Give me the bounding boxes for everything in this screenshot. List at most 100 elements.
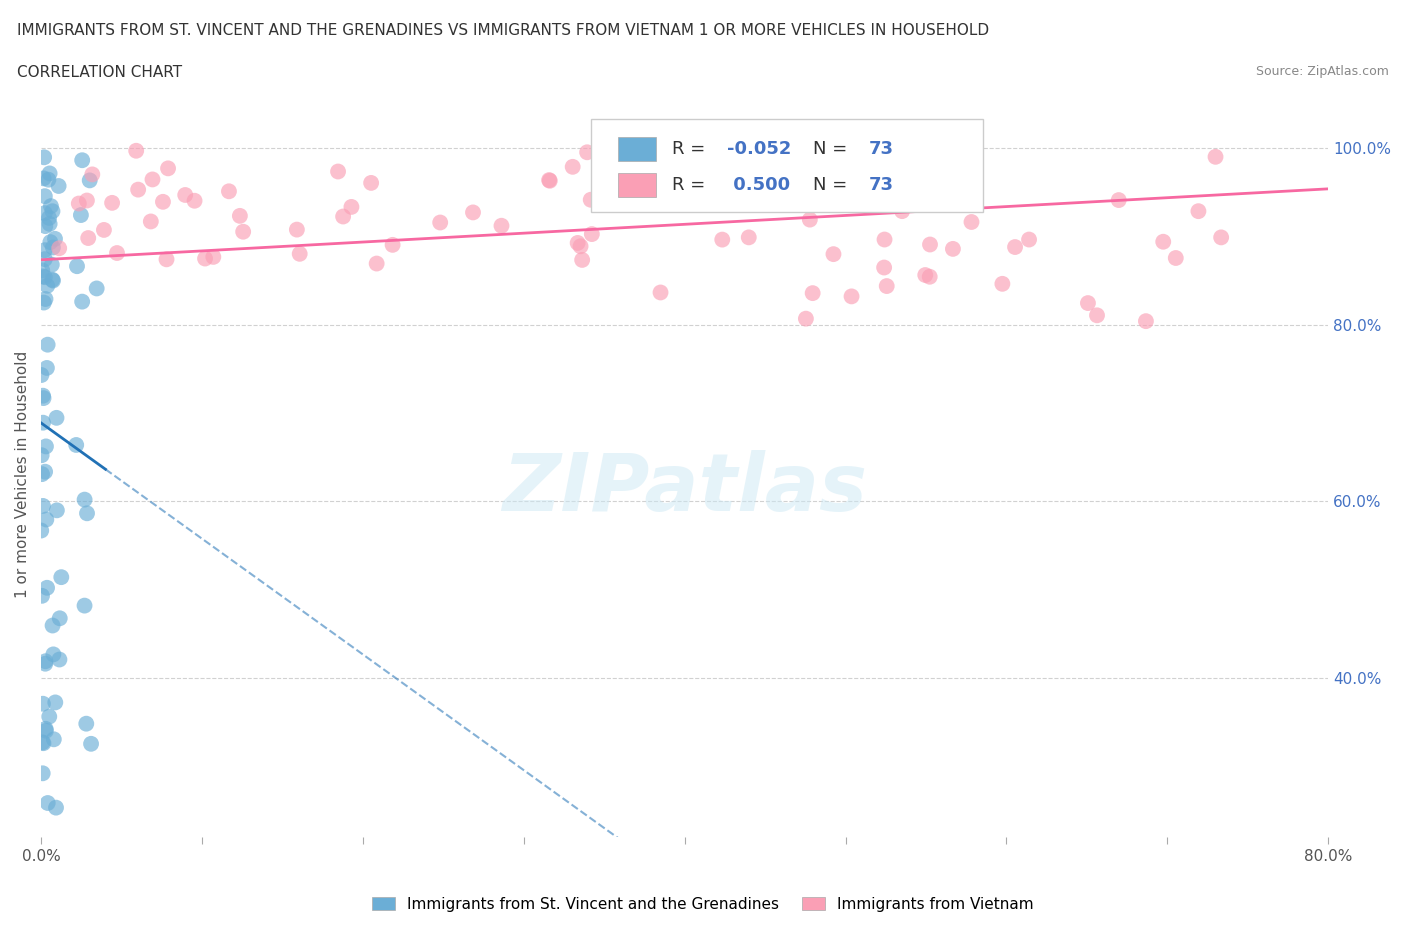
Point — [93, 222, 115, 237]
Point — [340, 199, 363, 214]
Point — [288, 246, 311, 261]
Point — [37, 172, 59, 187]
Point — [914, 268, 936, 283]
Point — [70, 153, 93, 167]
Point — [1164, 250, 1187, 265]
Point — [79, 173, 101, 188]
Point — [561, 159, 583, 174]
Point — [44, 232, 66, 246]
Text: N =: N = — [813, 177, 853, 194]
Point — [42, 647, 65, 662]
Point — [202, 249, 225, 264]
Point — [960, 215, 983, 230]
Point — [32, 150, 55, 165]
Point — [30, 523, 52, 538]
Point — [32, 391, 55, 405]
Point — [31, 447, 53, 462]
Point — [44, 695, 66, 710]
Point — [32, 498, 55, 513]
Text: CORRELATION CHART: CORRELATION CHART — [17, 65, 181, 80]
Point — [139, 214, 162, 229]
Point — [32, 416, 55, 431]
Point — [1211, 230, 1233, 245]
Point — [76, 193, 98, 208]
Point — [42, 273, 65, 288]
Point — [794, 312, 817, 326]
Point — [360, 176, 382, 191]
Point — [38, 710, 60, 724]
Point — [70, 207, 93, 222]
Point — [1018, 232, 1040, 247]
Point — [34, 252, 56, 267]
Point — [31, 467, 53, 482]
Point — [65, 437, 87, 452]
Text: R =: R = — [672, 177, 711, 194]
Point — [1108, 193, 1130, 207]
Point — [31, 735, 53, 750]
Point — [1205, 150, 1227, 165]
Point — [82, 167, 104, 182]
Point — [1135, 313, 1157, 328]
Point — [461, 205, 484, 219]
Point — [34, 206, 56, 220]
Point — [332, 209, 354, 224]
Point — [38, 210, 60, 225]
Point — [31, 269, 53, 284]
Point — [873, 260, 896, 275]
Legend: Immigrants from St. Vincent and the Grenadines, Immigrants from Vietnam: Immigrants from St. Vincent and the Gren… — [366, 890, 1040, 918]
Text: Source: ZipAtlas.com: Source: ZipAtlas.com — [1256, 65, 1389, 78]
Point — [37, 795, 59, 810]
Point — [41, 272, 63, 287]
Point — [35, 580, 58, 595]
Point — [841, 289, 863, 304]
Point — [127, 182, 149, 197]
Point — [31, 589, 53, 604]
Point — [45, 800, 67, 815]
Point — [34, 722, 56, 737]
Text: IMMIGRANTS FROM ST. VINCENT AND THE GRENADINES VS IMMIGRANTS FROM VIETNAM 1 OR M: IMMIGRANTS FROM ST. VINCENT AND THE GREN… — [17, 23, 988, 38]
Point — [48, 241, 70, 256]
Point — [538, 173, 561, 188]
Point — [37, 338, 59, 352]
FancyBboxPatch shape — [617, 174, 657, 197]
Point — [73, 598, 96, 613]
Text: 0.500: 0.500 — [727, 177, 790, 194]
Point — [35, 724, 58, 738]
Point — [67, 196, 90, 211]
Point — [326, 164, 349, 179]
Point — [34, 657, 56, 671]
Point — [34, 243, 56, 258]
Point — [48, 611, 70, 626]
Point — [194, 251, 217, 266]
Point — [86, 281, 108, 296]
Point — [38, 217, 60, 232]
Point — [738, 230, 761, 245]
Point — [576, 145, 599, 160]
Point — [41, 204, 63, 219]
Point — [35, 512, 58, 527]
Point — [76, 506, 98, 521]
Point — [34, 270, 56, 285]
Point — [991, 276, 1014, 291]
Point — [183, 193, 205, 208]
Point — [105, 246, 128, 260]
Point — [141, 172, 163, 187]
Point — [48, 652, 70, 667]
Point — [39, 234, 62, 249]
Point — [232, 224, 254, 239]
Point — [34, 654, 56, 669]
Point — [41, 618, 63, 633]
Point — [41, 258, 63, 272]
Point — [34, 219, 56, 233]
Point — [157, 161, 180, 176]
FancyBboxPatch shape — [591, 119, 983, 212]
Text: N =: N = — [813, 140, 853, 158]
Point — [34, 464, 56, 479]
Point — [1085, 308, 1108, 323]
Point — [45, 503, 67, 518]
Point — [48, 179, 70, 193]
Point — [51, 570, 73, 585]
Point — [30, 367, 52, 382]
Text: 73: 73 — [869, 177, 894, 194]
Point — [31, 766, 53, 781]
